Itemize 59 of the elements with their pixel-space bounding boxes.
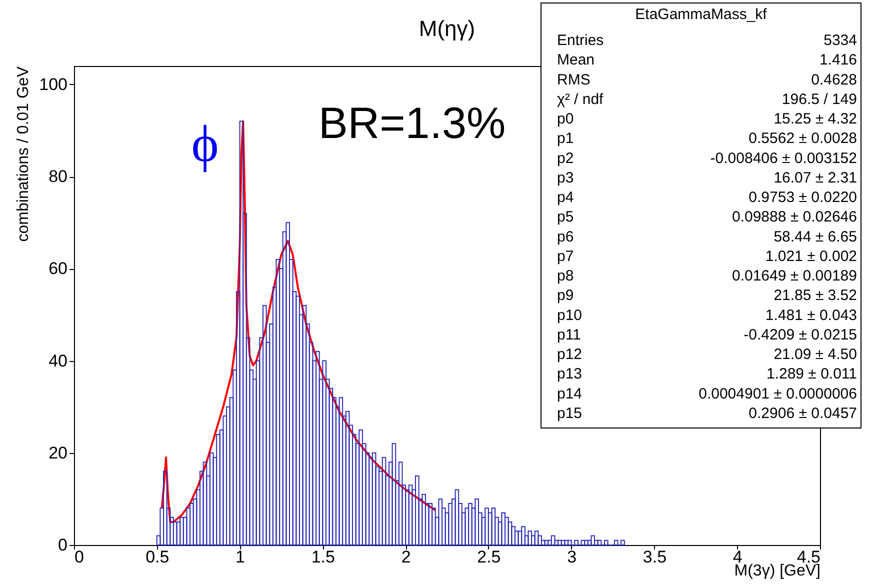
- y-tick-label: 60: [48, 259, 68, 278]
- annotation: p13: [557, 366, 582, 383]
- chart-title: M(ηγ): [418, 16, 476, 41]
- annotation: p8: [557, 268, 574, 285]
- annotation: p12: [557, 346, 582, 364]
- annotation: 0.4628: [811, 71, 857, 88]
- annotation: p0: [557, 110, 574, 128]
- x-tick-label: 1: [236, 548, 246, 566]
- annotation: 0.9753 ± 0.0220: [748, 189, 857, 206]
- annotation: χ² / ndf: [557, 90, 604, 108]
- annotation: p4: [557, 189, 574, 206]
- x-tick-label: 1.5: [311, 548, 335, 566]
- x-tick-label: 2.5: [477, 548, 501, 566]
- annotation: -0.4209 ± 0.0215: [744, 326, 857, 344]
- annotation: 0.09888 ± 0.02646: [732, 208, 857, 226]
- y-tick-label: 20: [48, 443, 68, 462]
- annotation: p14: [557, 385, 582, 402]
- annotation: p7: [557, 248, 574, 265]
- annotation: 21.85 ± 3.52: [774, 287, 857, 304]
- annotation: p10: [557, 306, 582, 324]
- y-tick-label: 100: [39, 74, 68, 94]
- annotation: 0.0004901 ± 0.0000006: [698, 385, 857, 402]
- y-tick-label: 40: [48, 351, 68, 370]
- annotation: p2: [557, 150, 574, 167]
- annotation: 1.416: [819, 52, 857, 69]
- x-tick-label: 3: [567, 548, 577, 566]
- annotation: 0.2906 ± 0.0457: [748, 405, 857, 422]
- y-tick-label: 0: [58, 536, 68, 554]
- annotation: 0.5562 ± 0.0028: [748, 130, 857, 148]
- annotation: p11: [557, 326, 581, 344]
- annotation: p15: [557, 405, 582, 422]
- annotation: -0.008406 ± 0.003152: [710, 150, 857, 167]
- y-axis-title: combinations / 0.01 GeV: [15, 66, 32, 242]
- text: 5334: [824, 32, 857, 49]
- annotation: 21.09 ± 4.50: [774, 346, 857, 364]
- annotation: 16.07 ± 2.31: [774, 169, 857, 186]
- annotation: 58.44 ± 6.65: [774, 228, 857, 246]
- annotation: 196.5 / 149: [782, 90, 857, 108]
- annotation: BR=1.3%: [318, 99, 506, 148]
- annotation: p5: [557, 208, 574, 226]
- annotation: 15.25 ± 4.32: [774, 110, 857, 128]
- annotation: 0.01649 ± 0.00189: [732, 268, 857, 285]
- annotation: Mean: [557, 52, 595, 69]
- annotation: RMS: [557, 71, 590, 88]
- annotation: p6: [557, 228, 574, 246]
- annotation: p3: [557, 169, 574, 186]
- x-tick-label: 0.5: [146, 548, 170, 566]
- x-tick-label: 2: [401, 548, 411, 566]
- annotation: p1: [557, 130, 574, 148]
- x-tick-label: 0: [74, 548, 84, 566]
- annotation: 1.021 ± 0.002: [765, 248, 857, 265]
- annotation: ϕ: [191, 116, 219, 173]
- x-tick-label: 3.5: [642, 548, 667, 566]
- text: Entries: [557, 32, 604, 49]
- text: EtaGammaMass_kf: [635, 6, 768, 23]
- annotation: 1.481 ± 0.043: [765, 306, 857, 324]
- annotation: 1.289 ± 0.011: [766, 366, 857, 383]
- y-tick-label: 80: [48, 167, 68, 186]
- annotation: p9: [557, 287, 574, 304]
